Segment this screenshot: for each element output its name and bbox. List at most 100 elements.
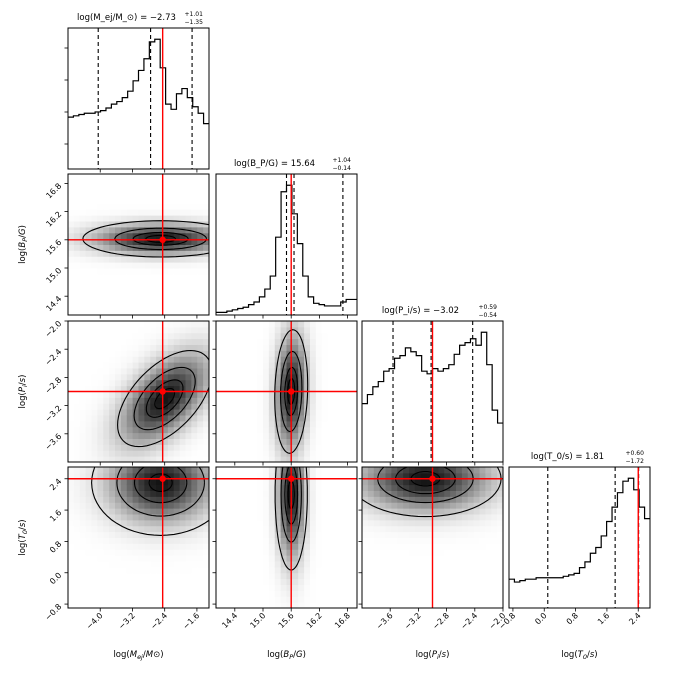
density-cell [185, 444, 192, 451]
density-cell [126, 426, 134, 434]
density-cell [91, 262, 98, 269]
density-cell [251, 456, 258, 462]
density-cell [351, 496, 357, 503]
density-cell [179, 344, 186, 351]
density-cell [103, 250, 110, 257]
density-cell [103, 572, 110, 580]
density-cell [79, 232, 87, 240]
density-cell [333, 456, 340, 462]
density-cell [403, 519, 410, 527]
density-cell [327, 496, 334, 503]
density-cell [191, 321, 198, 328]
density-cell [203, 185, 209, 193]
density-cell [438, 549, 445, 556]
density-cell [138, 549, 145, 556]
density-cell [298, 519, 305, 527]
density-cell [321, 338, 329, 345]
density-cell [274, 362, 282, 369]
density-cell [173, 232, 181, 240]
density-cell [216, 403, 223, 410]
density-cell [379, 572, 386, 580]
density-cell [68, 368, 75, 375]
density-cell [379, 561, 386, 568]
density-cell [245, 326, 252, 334]
density-cell [362, 549, 369, 556]
density-cell [79, 303, 87, 310]
density-cell [233, 409, 240, 416]
density-cell [432, 467, 439, 474]
density-cell [115, 356, 122, 363]
density-cell [257, 490, 264, 497]
density-cell [321, 525, 329, 533]
density-cell [173, 338, 181, 345]
density-cell [156, 332, 163, 340]
density-cell [97, 379, 104, 387]
density-cell [251, 543, 258, 550]
density-cell [68, 273, 75, 281]
density-cell [126, 174, 134, 181]
density-cell [379, 596, 386, 603]
density-cell [274, 426, 282, 434]
density-cell [109, 285, 116, 292]
density-cell [185, 496, 192, 503]
density-cell [233, 537, 240, 544]
density-cell [109, 232, 116, 240]
density-cell [397, 543, 404, 550]
density-cell [497, 572, 503, 580]
density-cell [179, 297, 186, 304]
density-cell [351, 344, 357, 351]
density-cell [68, 285, 75, 292]
density-cell [362, 467, 369, 474]
density-cell [233, 531, 240, 538]
density-cell [286, 362, 293, 369]
density-cell [333, 397, 340, 404]
density-cell [461, 596, 469, 603]
density-cell [79, 338, 87, 345]
density-cell [103, 203, 110, 210]
density-cell [491, 496, 498, 503]
density-cell [91, 215, 98, 222]
density-cell [138, 385, 145, 392]
density-cell [339, 508, 346, 515]
density-cell [367, 555, 375, 562]
density-cell [85, 584, 92, 591]
density-cell [385, 555, 392, 562]
density-cell [304, 578, 311, 585]
density-cell [185, 549, 192, 556]
density-cell [144, 514, 151, 521]
density-cell [197, 309, 204, 315]
density-cell [91, 426, 98, 434]
density-cell [156, 490, 163, 497]
density-cell [456, 578, 463, 585]
density-cell [162, 268, 169, 275]
density-cell [444, 555, 451, 562]
density-cell [221, 409, 229, 416]
density-cell [239, 514, 246, 521]
density-cell [150, 555, 157, 562]
density-cell [185, 332, 192, 340]
density-cell [315, 572, 323, 580]
density-cell [85, 256, 92, 263]
density-cell [251, 478, 258, 486]
density-cell [239, 391, 246, 398]
density-cell [91, 543, 98, 550]
density-cell [473, 496, 480, 503]
density-cell [286, 420, 293, 428]
density-cell [109, 561, 116, 568]
density-cell [138, 226, 145, 234]
density-cell [144, 350, 151, 357]
density-cell [491, 478, 498, 486]
density-cell [485, 596, 492, 603]
density-cell [185, 350, 192, 357]
density-cell [73, 203, 81, 210]
density-cell [333, 409, 340, 416]
density-cell [120, 350, 128, 357]
density-cell [467, 555, 475, 562]
density-cell [345, 525, 352, 533]
density-cell [97, 415, 104, 422]
density-cell [304, 415, 311, 422]
density-cell [103, 197, 110, 204]
density-cell [298, 467, 305, 474]
density-cell [144, 203, 151, 210]
density-cell [173, 456, 181, 462]
